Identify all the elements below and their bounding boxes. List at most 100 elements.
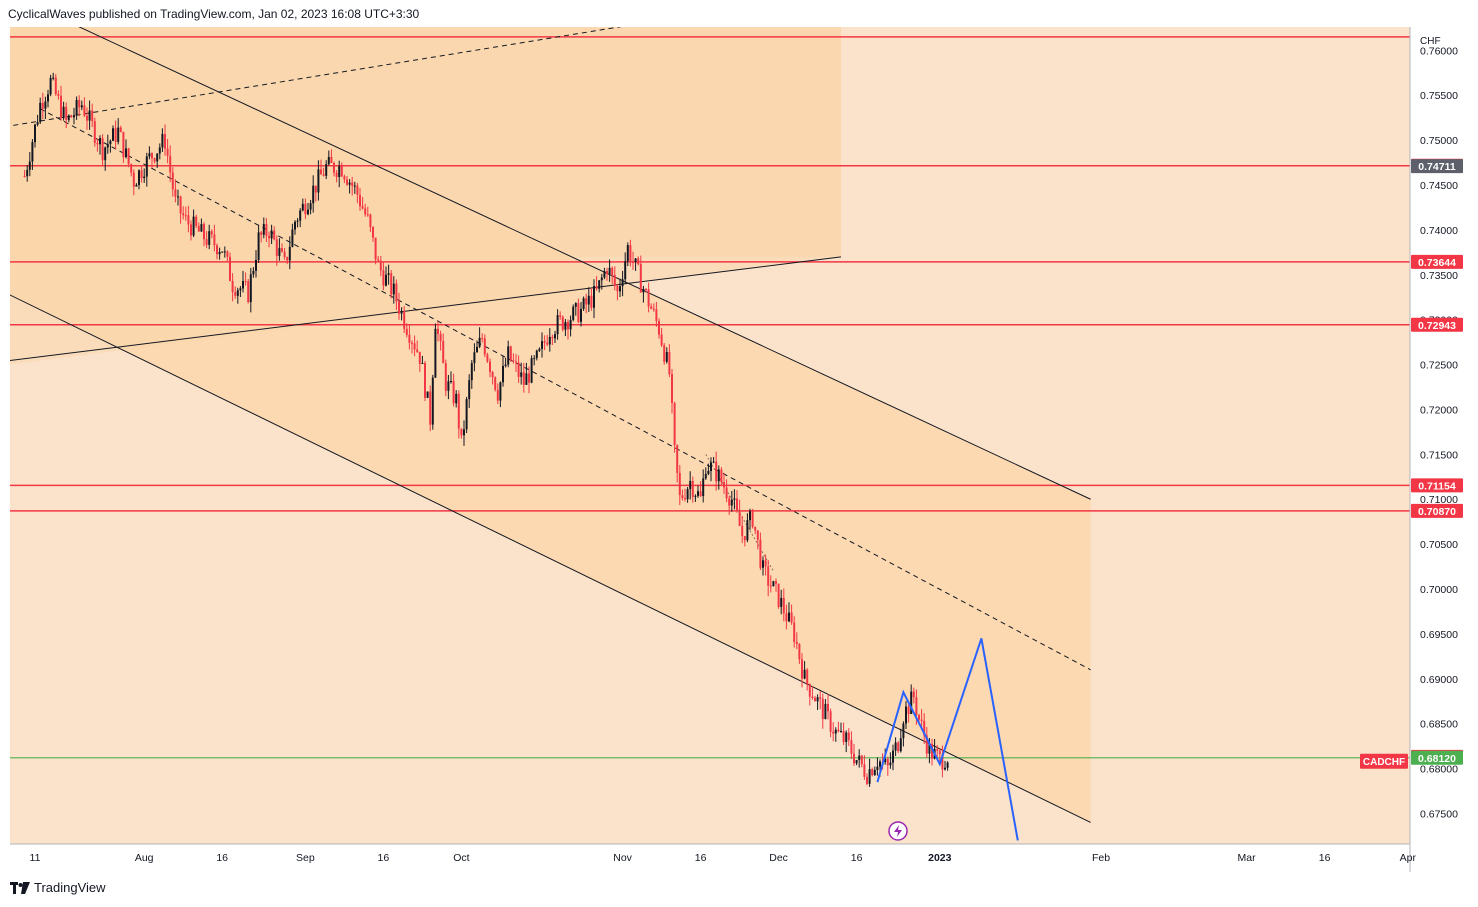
footer-brand: TradingView	[34, 880, 106, 895]
candle-body	[658, 320, 660, 335]
candle-body	[101, 138, 104, 161]
candle-body	[369, 214, 372, 228]
candle-body	[725, 487, 728, 499]
candle-body	[832, 731, 835, 734]
candle-body	[54, 77, 57, 95]
candle-body	[619, 286, 621, 292]
candle-body	[655, 309, 658, 321]
candle-body	[616, 285, 619, 292]
lightning-icon[interactable]	[888, 821, 908, 841]
candle-body	[840, 731, 842, 733]
candle-body	[668, 351, 671, 375]
candle-body	[424, 363, 426, 398]
candle-body	[502, 365, 504, 383]
candle-body	[299, 210, 302, 221]
trendline-rising-dashed[interactable]	[0, 16, 685, 131]
candle-body	[889, 762, 892, 766]
x-tick-label: Mar	[1238, 852, 1257, 864]
candle-body	[590, 295, 593, 308]
x-tick-label: 16	[1319, 852, 1331, 864]
candle-body	[694, 495, 697, 497]
level-price-label: 0.73644	[1418, 257, 1456, 269]
level-price-label-bg	[1411, 503, 1463, 518]
candle-body	[320, 169, 322, 175]
candle-body	[203, 224, 205, 240]
candle-body	[309, 203, 312, 210]
projection-wave[interactable]	[876, 638, 1019, 841]
candle-body	[621, 279, 624, 287]
candle-body	[525, 373, 528, 385]
y-tick-label: 0.76000	[1420, 45, 1458, 57]
candle-body	[905, 706, 907, 724]
candle-body	[803, 669, 806, 679]
candle-body	[743, 536, 746, 541]
candle-body	[793, 622, 796, 642]
candle-body	[400, 310, 403, 314]
candle-body	[117, 127, 120, 142]
candle-body	[626, 245, 629, 262]
candle-body	[236, 290, 239, 296]
candle-body	[135, 184, 138, 187]
candle-body	[31, 142, 34, 162]
y-tick-label: 0.71000	[1420, 494, 1458, 506]
candle-body	[899, 738, 902, 752]
candle-body	[78, 99, 81, 108]
candle-body	[294, 221, 296, 230]
trendline-mid-channel[interactable]	[39, 108, 1091, 671]
candle-body	[47, 94, 49, 102]
candle-body	[665, 351, 668, 362]
y-tick-label: 0.69000	[1420, 674, 1458, 686]
candle-body	[860, 755, 863, 765]
candle-body	[218, 251, 221, 255]
candle-body	[104, 147, 107, 161]
trendline-short-dotted[interactable]	[705, 454, 774, 572]
candle-body	[712, 461, 715, 463]
candle-body	[41, 102, 44, 109]
candle-body	[333, 162, 335, 173]
candle-body	[49, 77, 52, 95]
candle-body	[351, 182, 354, 186]
candle-body	[585, 298, 588, 305]
candle-body	[86, 115, 88, 121]
candle-body	[637, 258, 640, 265]
candle-body	[606, 270, 608, 274]
candle-body	[114, 128, 117, 142]
trendline-rising-support[interactable]	[0, 256, 842, 365]
candle-body	[647, 289, 650, 307]
candle-body	[772, 581, 775, 587]
trendline-upper-channel[interactable]	[14, 0, 1091, 500]
candle-body	[941, 754, 944, 770]
candle-body	[517, 362, 520, 377]
candle-body	[463, 429, 465, 436]
candle-body	[704, 473, 707, 479]
candle-body	[504, 364, 507, 366]
candle-body	[330, 156, 333, 163]
candle-body	[850, 740, 853, 754]
candle-body	[447, 381, 450, 391]
x-tick-label: 11	[30, 852, 41, 864]
candle-body	[364, 208, 367, 215]
candle-body	[403, 310, 406, 329]
candle-body	[489, 361, 491, 373]
candle-body	[164, 134, 166, 149]
candle-body	[533, 358, 536, 360]
candle-body	[93, 121, 96, 143]
candle-body	[598, 280, 601, 289]
candle-body	[910, 691, 913, 714]
candle-body	[138, 170, 140, 185]
candle-body	[75, 99, 78, 116]
candle-body	[759, 539, 762, 568]
candle-body	[122, 131, 125, 157]
trendline-lower-channel[interactable]	[0, 279, 1091, 823]
candle-body	[795, 641, 798, 645]
range-box-wedge	[10, 27, 841, 365]
candle-body	[283, 251, 286, 258]
candle-body	[431, 377, 434, 425]
candle-body	[421, 363, 424, 365]
tradingview-logo-icon	[10, 881, 30, 894]
candle-body	[231, 281, 234, 293]
candle-body	[151, 153, 153, 159]
level-price-label-bg	[1411, 317, 1463, 332]
candle-body	[863, 764, 866, 777]
